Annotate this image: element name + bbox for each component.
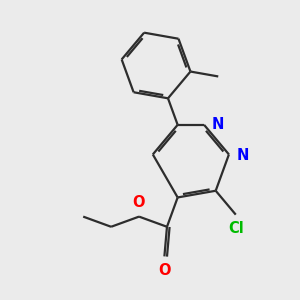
Text: O: O <box>158 263 171 278</box>
Text: Cl: Cl <box>229 220 244 236</box>
Text: N: N <box>212 117 224 132</box>
Text: O: O <box>132 195 145 210</box>
Text: N: N <box>236 148 249 163</box>
